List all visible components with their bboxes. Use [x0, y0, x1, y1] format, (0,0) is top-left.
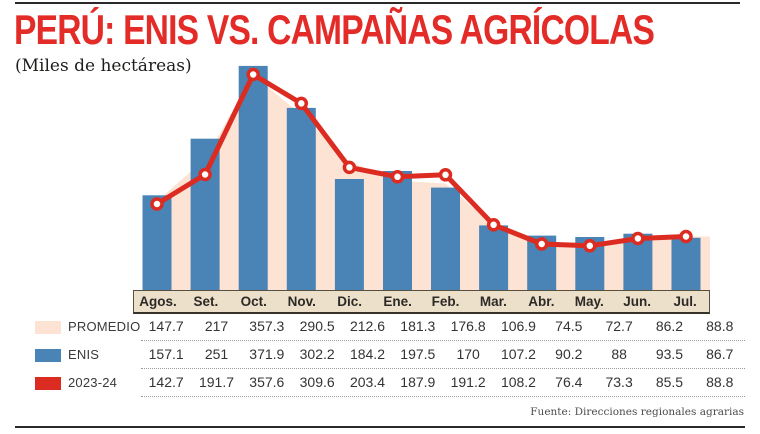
table-value: 302.2 — [299, 346, 335, 362]
month-label: Feb. — [431, 294, 460, 309]
table-value: 142.7 — [148, 374, 184, 390]
promedio-area — [142, 74, 710, 290]
legend-label: PROMEDIO — [68, 319, 141, 334]
enis-bar — [142, 195, 172, 290]
month-label: Agos. — [139, 294, 177, 309]
table-value: 170 — [456, 346, 480, 362]
table-row-enis: ENIS 157.1 251 371.9 302.2 184.2 197.5 170 107.2… — [0, 341, 760, 369]
enis-bar — [286, 107, 316, 291]
table-value: 76.4 — [555, 374, 583, 390]
table-value: 203.4 — [349, 374, 385, 390]
month-label: Nov. — [287, 294, 316, 309]
table-value: 86.7 — [706, 346, 734, 362]
line-marker — [246, 67, 260, 82]
enis-bar — [671, 237, 701, 290]
table-value: 187.9 — [400, 374, 436, 390]
chart-subtitle-units: (Miles de hectáreas) — [15, 56, 192, 76]
table-value: 357.3 — [249, 318, 285, 334]
table-value: 191.7 — [198, 374, 235, 390]
data-table: PROMEDIO 147.7 217 357.3 290.5 212.6 181.3 176.… — [0, 313, 760, 397]
legend-swatch-promedio — [35, 321, 61, 334]
line-marker — [294, 96, 309, 111]
campaign-line — [154, 72, 689, 249]
x-axis-strip: Agos. Set. Oct. Nov. Dic. Ene. Feb. Mar. Abr. May… — [133, 290, 710, 314]
enis-bar — [623, 233, 653, 290]
table-value: 88.8 — [706, 374, 734, 390]
month-label: Dic. — [337, 294, 363, 309]
source-credit: Fuente: Direcciones regionales agrarias — [530, 406, 744, 418]
table-value: 90.2 — [555, 346, 583, 362]
line-marker — [438, 168, 453, 182]
table-value: 107.2 — [500, 346, 536, 362]
table-values-row: 147.7 217 357.3 290.5 212.6 181.3 176.8 106.9 74… — [141, 313, 745, 341]
table-value: 157.1 — [148, 346, 184, 362]
month-label: Set. — [193, 294, 219, 309]
enis-bar — [383, 171, 412, 290]
table-value: 93.5 — [655, 346, 684, 362]
month-label: Jul. — [673, 294, 697, 309]
table-value: 74.5 — [555, 318, 583, 334]
chart-title: PERÚ: ENIS VS. CAMPAÑAS AGRÍCOLAS — [14, 6, 655, 53]
legend-label: 2023-24 — [68, 375, 118, 390]
enis-bar — [238, 65, 268, 291]
table-value: 181.3 — [400, 318, 436, 334]
table-value: 197.5 — [400, 346, 436, 362]
table-row-promedio: PROMEDIO 147.7 217 357.3 290.5 212.6 181.3 176.… — [0, 313, 760, 341]
table-value: 309.6 — [299, 374, 335, 390]
month-label: Jun. — [623, 294, 652, 309]
table-value: 290.5 — [299, 318, 335, 334]
table-value: 85.5 — [655, 374, 684, 390]
enis-bar — [575, 237, 605, 290]
table-value: 184.2 — [349, 346, 385, 362]
line-marker — [390, 170, 405, 184]
table-value: 88 — [611, 346, 627, 362]
month-label: Oct. — [240, 294, 267, 309]
table-value: 176.8 — [450, 318, 486, 334]
enis-bar — [527, 235, 557, 290]
table-value: 106.9 — [500, 318, 536, 334]
line-marker — [534, 237, 549, 251]
legend-swatch-enis — [35, 349, 61, 362]
table-value: 108.2 — [500, 374, 536, 390]
x-axis-month-labels: Agos. Set. Oct. Nov. Dic. Ene. Feb. Mar. Abr. May… — [134, 291, 709, 312]
top-rule — [15, 2, 740, 4]
table-value: 72.7 — [605, 318, 633, 334]
table-value: 147.7 — [148, 318, 184, 334]
table-value: 251 — [204, 346, 229, 362]
table-value: 88.8 — [706, 318, 734, 334]
month-label: Ene. — [383, 294, 412, 309]
table-values-row: 157.1 251 371.9 302.2 184.2 197.5 170 107.2 90.2… — [141, 341, 745, 369]
enis-bar — [431, 187, 460, 290]
table-value: 86.2 — [655, 318, 684, 334]
month-label: May. — [574, 294, 604, 309]
legend-swatch-2023-24 — [35, 377, 61, 390]
month-label: Abr. — [528, 294, 555, 309]
table-value: 73.3 — [605, 374, 633, 390]
line-marker — [679, 229, 693, 244]
table-values-row: 142.7 191.7 357.6 309.6 203.4 187.9 191.2 108.2… — [141, 369, 745, 397]
enis-bar — [479, 225, 509, 290]
table-row-2023-24: 2023-24 142.7 191.7 357.6 309.6 203.4 187.9 191… — [0, 369, 760, 397]
line-marker — [342, 160, 357, 175]
line-marker — [631, 231, 645, 246]
table-value: 212.6 — [349, 318, 385, 334]
table-value: 371.9 — [249, 346, 285, 362]
enis-bar — [334, 179, 364, 290]
line-marker — [198, 167, 212, 182]
bottom-rule — [15, 426, 745, 428]
table-value: 191.2 — [450, 374, 486, 390]
enis-bar — [190, 138, 220, 290]
line-marker — [486, 218, 501, 232]
line-marker — [583, 239, 597, 253]
legend-label: ENIS — [68, 347, 100, 362]
table-value: 357.6 — [249, 374, 285, 390]
table-value: 217 — [204, 318, 229, 334]
line-marker — [150, 197, 164, 211]
month-label: Mar. — [479, 294, 507, 309]
